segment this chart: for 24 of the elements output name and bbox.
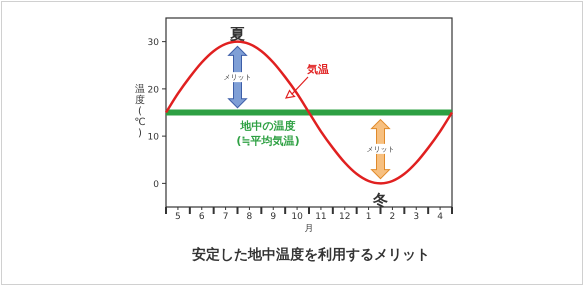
x-tick-label: 8 (246, 212, 253, 222)
x-tick-label: 11 (315, 212, 327, 222)
y-axis-title: 温度(℃) (134, 83, 146, 139)
series-label: 気温 (306, 63, 329, 76)
ref-line-label: 地中の温度 (≒平均気温) (236, 120, 300, 148)
x-tick-label: 2 (390, 212, 396, 222)
line-series (164, 40, 454, 185)
y-tick-label: 0 (153, 180, 160, 190)
y-tick-label: 20 (148, 85, 160, 96)
annotation: 夏 (229, 24, 245, 43)
x-tick-label: 1 (366, 212, 372, 222)
text: 安定した地中温度を利用するメリット (192, 246, 430, 263)
x-tick-label: 7 (222, 212, 228, 222)
x-tick-label: 12 (339, 212, 350, 222)
x-tick-label: 3 (413, 212, 420, 222)
x-axis-title: 月 (304, 224, 314, 234)
x-tick-label: 9 (270, 212, 276, 222)
y-tick-label: 10 (148, 132, 160, 143)
x-tick-label: 6 (198, 212, 205, 222)
annotation: 冬 (372, 191, 388, 210)
y-tick-label: 30 (148, 38, 160, 48)
x-tick-label: 10 (291, 212, 304, 222)
x-tick-label: 5 (175, 212, 181, 222)
x-tick-label: 4 (437, 212, 444, 222)
